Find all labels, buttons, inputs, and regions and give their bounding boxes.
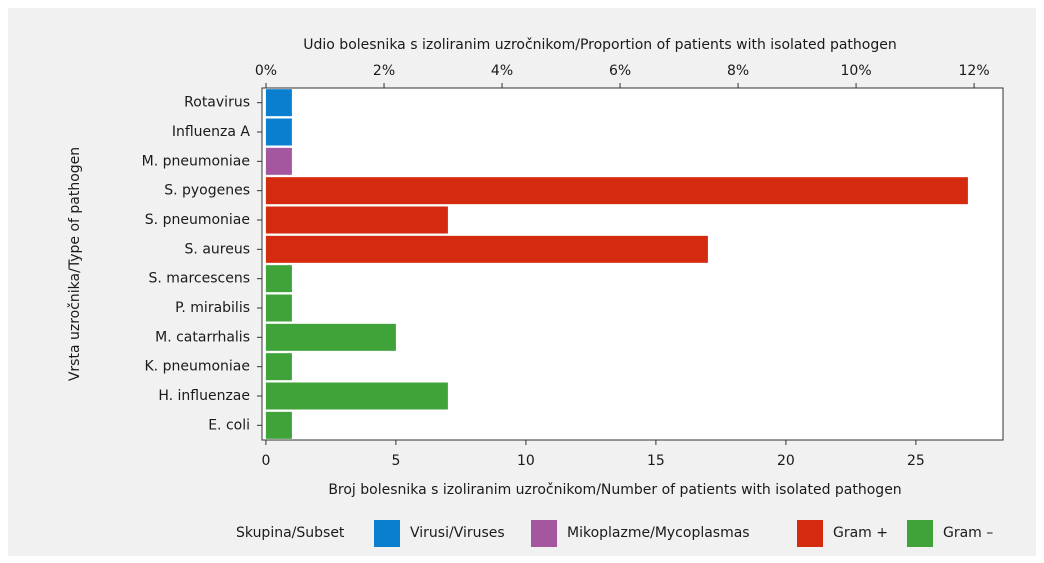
x-tick-label: 15 bbox=[647, 453, 665, 469]
y-tick-label: S. marcescens bbox=[148, 271, 250, 287]
bar bbox=[265, 323, 396, 351]
y-tick-label: S. pyogenes bbox=[164, 183, 250, 199]
x2-tick-label: 2% bbox=[373, 63, 395, 79]
legend-title: Skupina/Subset bbox=[236, 525, 345, 541]
x2-tick-label: 8% bbox=[727, 63, 749, 79]
y-tick-label: Influenza A bbox=[172, 124, 251, 140]
legend-swatch bbox=[374, 520, 400, 547]
y-tick-label: M. catarrhalis bbox=[155, 329, 250, 345]
bar bbox=[265, 147, 292, 175]
bar bbox=[265, 411, 292, 439]
y-tick-label: S. aureus bbox=[185, 241, 250, 257]
y-tick-label: S. pneumoniae bbox=[145, 212, 250, 228]
y-tick-label: H. influenzae bbox=[158, 388, 250, 404]
x-tick-label: 0 bbox=[261, 453, 270, 469]
bar bbox=[265, 89, 292, 117]
bar bbox=[265, 235, 708, 263]
x2-axis-title: Udio bolesnika s izoliranim uzročnikom/P… bbox=[303, 37, 896, 53]
bar bbox=[265, 118, 292, 146]
legend-label: Virusi/Viruses bbox=[410, 525, 505, 541]
x2-tick-label: 6% bbox=[609, 63, 631, 79]
y-tick-label: K. pneumoniae bbox=[145, 359, 251, 375]
bar bbox=[265, 294, 292, 322]
x2-tick-label: 12% bbox=[959, 63, 990, 79]
legend-swatch bbox=[907, 520, 933, 547]
x-tick-label: 10 bbox=[517, 453, 535, 469]
x-tick-label: 5 bbox=[391, 453, 400, 469]
bar bbox=[265, 382, 448, 410]
y-tick-label: E. coli bbox=[208, 417, 250, 433]
y-tick-label: M. pneumoniae bbox=[142, 153, 250, 169]
plot-area bbox=[261, 87, 1004, 441]
y-tick-label: Rotavirus bbox=[184, 95, 250, 111]
bar bbox=[265, 206, 448, 234]
bar bbox=[265, 353, 292, 381]
legend-label: Gram – bbox=[943, 525, 993, 541]
x-axis-title: Broj bolesnika s izoliranim uzročnikom/N… bbox=[328, 482, 901, 498]
bar bbox=[265, 265, 292, 293]
bar bbox=[265, 177, 968, 205]
x2-tick-label: 10% bbox=[841, 63, 872, 79]
legend-swatch bbox=[797, 520, 823, 547]
legend-label: Gram + bbox=[833, 525, 888, 541]
legend-swatch bbox=[531, 520, 557, 547]
y-tick-label: P. mirabilis bbox=[175, 300, 250, 316]
x-tick-label: 25 bbox=[907, 453, 925, 469]
x-tick-label: 20 bbox=[777, 453, 795, 469]
legend-label: Mikoplazme/Mycoplasmas bbox=[567, 525, 750, 541]
x2-tick-label: 4% bbox=[491, 63, 513, 79]
y-axis-title: Vrsta uzročnika/Type of pathogen bbox=[67, 147, 83, 381]
x2-tick-label: 0% bbox=[255, 63, 277, 79]
